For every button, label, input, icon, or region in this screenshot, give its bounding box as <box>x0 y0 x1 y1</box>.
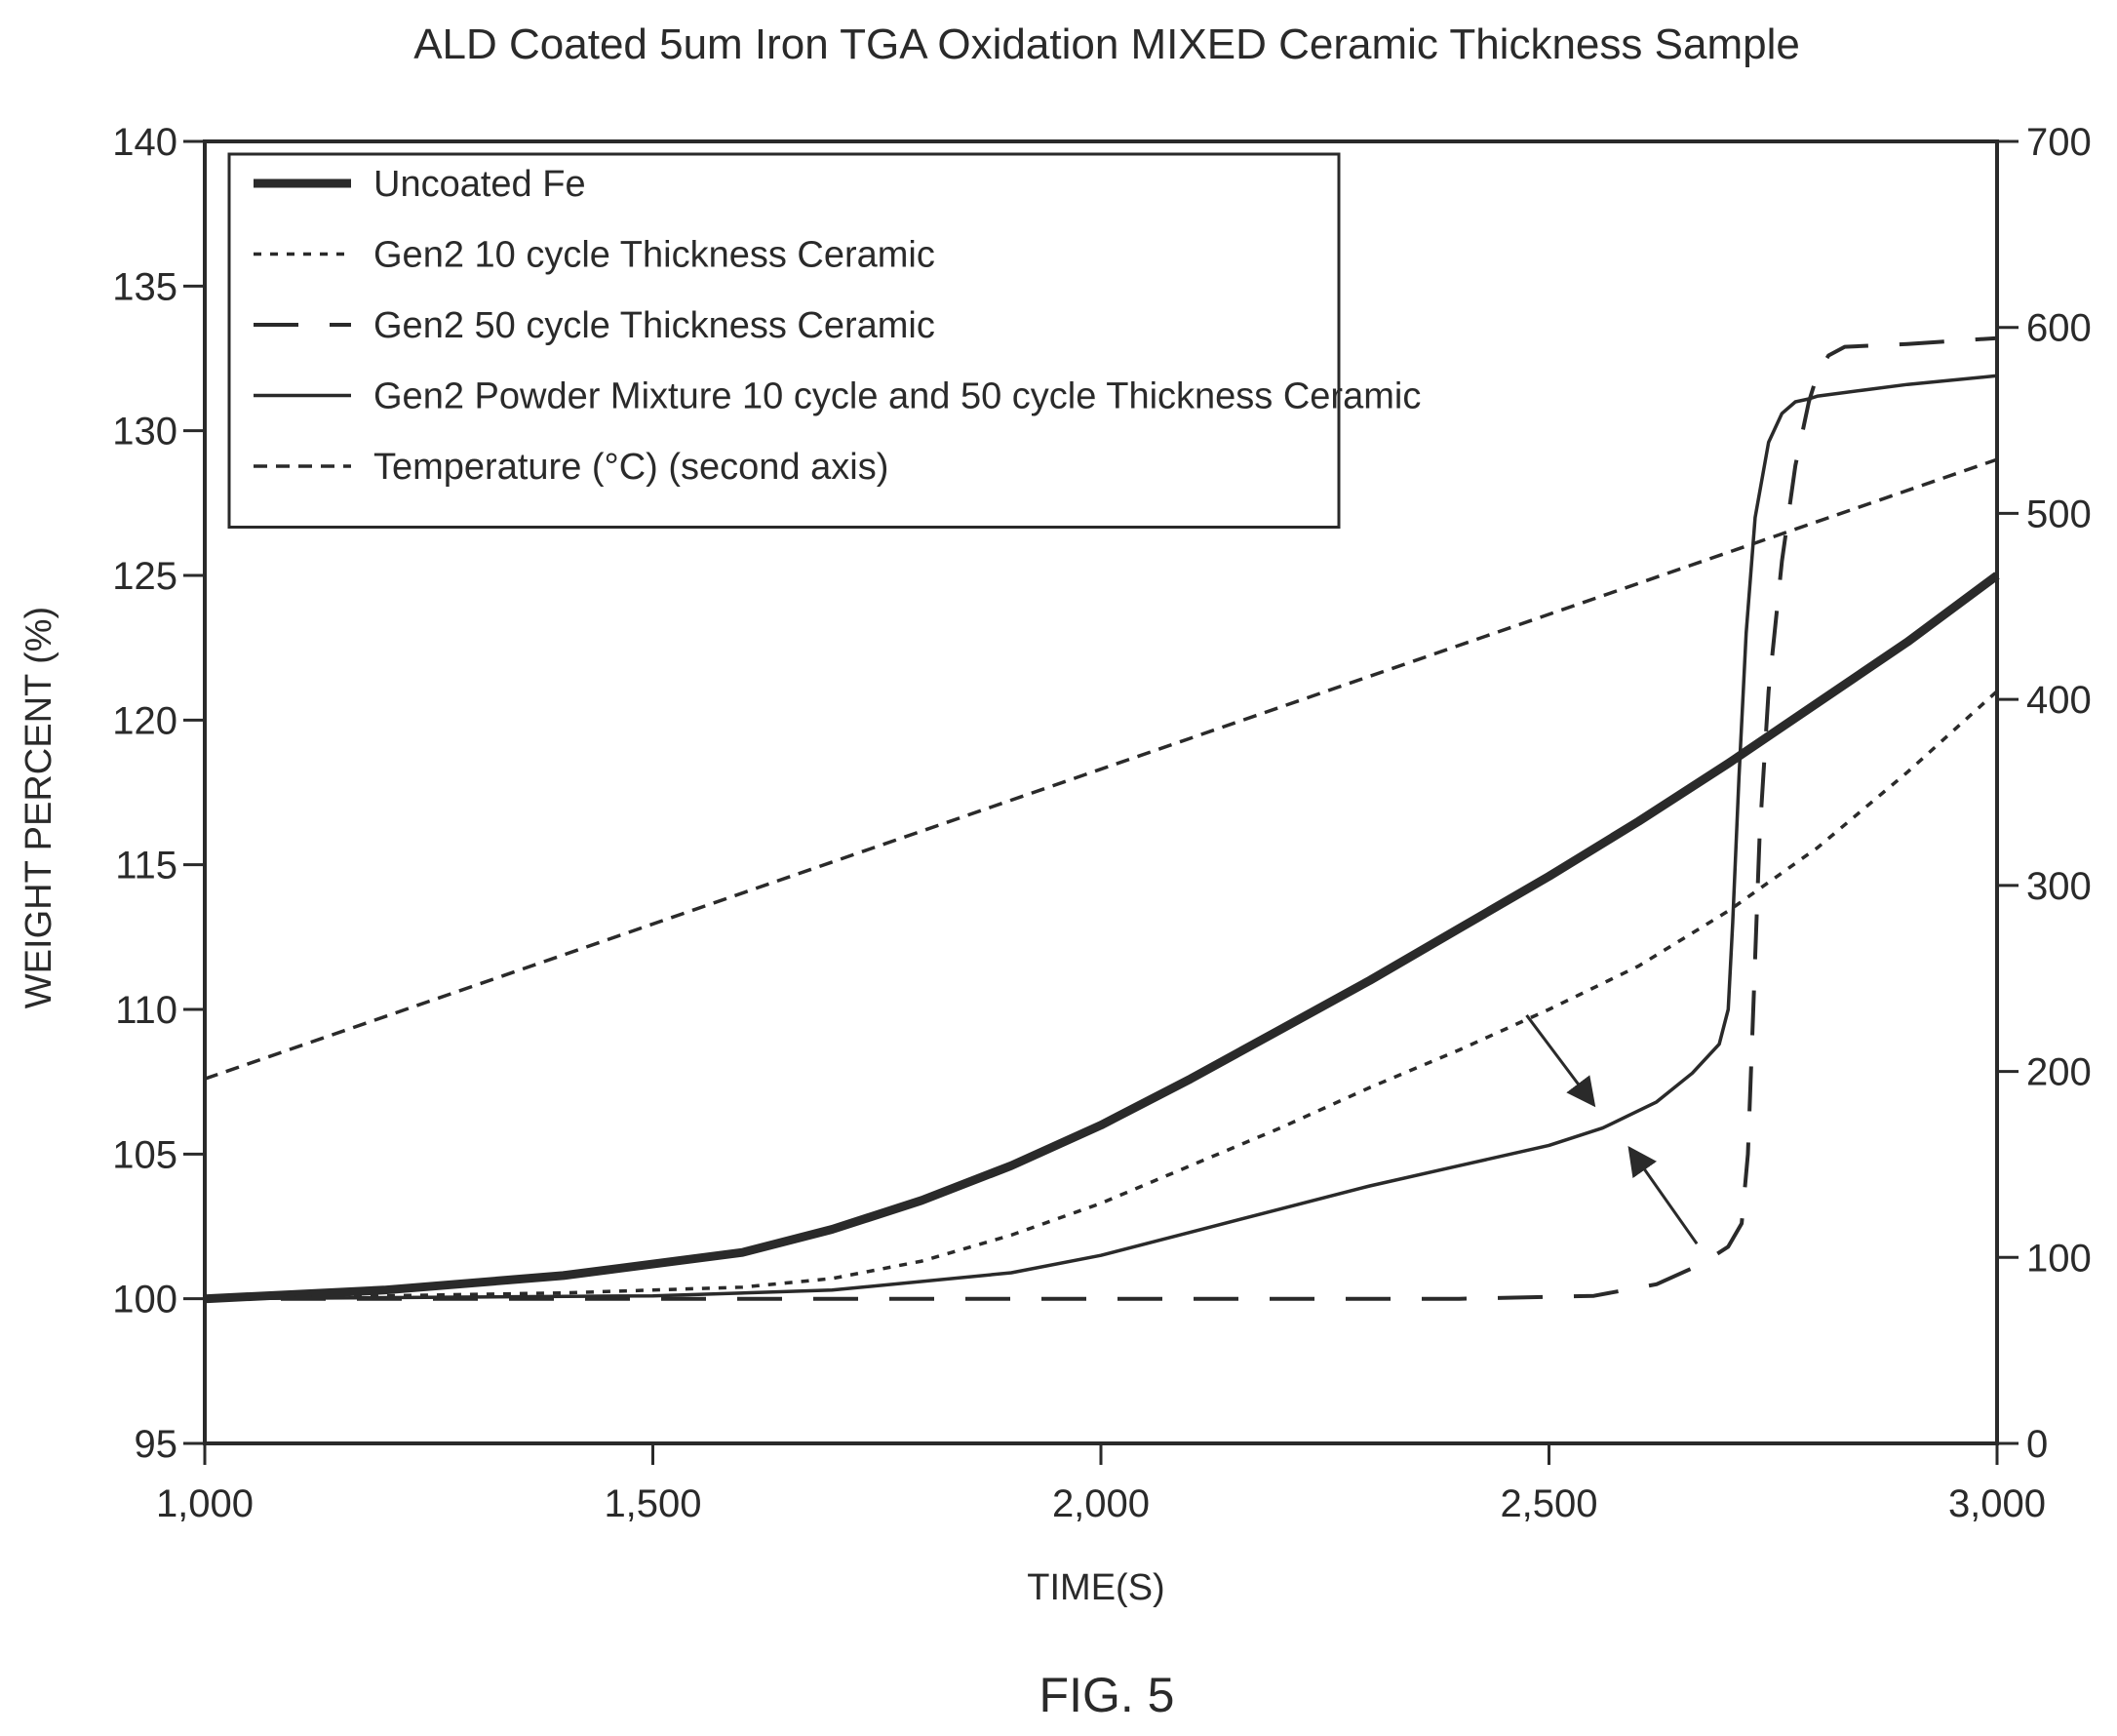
series-line-3 <box>204 374 1998 1301</box>
y-tick-label: 125 <box>112 555 177 598</box>
series-line-0 <box>204 572 2000 1304</box>
legend-entry: Gen2 10 cycle Thickness Ceramic <box>373 235 935 276</box>
y-tick-label: 115 <box>115 845 177 888</box>
series-line-4 <box>204 457 1998 1081</box>
y-axis-label: WEIGHT PERCENT (%) <box>19 607 59 1008</box>
legend-box <box>227 152 1341 529</box>
y2-tick-label: 600 <box>2026 307 2092 350</box>
y-tick-label: 105 <box>112 1133 177 1176</box>
y2-tick-label: 300 <box>2026 865 2092 908</box>
legend-entry: Gen2 50 cycle Thickness Ceramic <box>373 305 935 346</box>
axes: 95 100 105 110 115 120 125 130 135 140 0 100 200 300 4… <box>112 121 2092 1525</box>
y2-tick-label: 500 <box>2026 493 2092 535</box>
x-tick-label: 2,500 <box>1500 1482 1597 1525</box>
x-tick-label: 3,000 <box>1948 1482 2046 1525</box>
y-tick-label: 140 <box>112 121 177 164</box>
legend-entry: Gen2 Powder Mixture 10 cycle and 50 cycl… <box>373 376 1421 417</box>
series-line-2 <box>205 335 1998 1301</box>
y2-tick-label: 100 <box>2026 1237 2092 1280</box>
annotations <box>1525 1014 1699 1245</box>
x-tick-label: 2,000 <box>1052 1482 1150 1525</box>
y2-tick-label: 700 <box>2026 121 2092 164</box>
x-tick-label: 1,000 <box>156 1482 254 1525</box>
y-tick-label: 120 <box>112 699 177 742</box>
y2-tick-label: 0 <box>2026 1423 2048 1466</box>
y-tick-label: 95 <box>135 1423 178 1466</box>
y2-tick-label: 400 <box>2026 679 2092 722</box>
y-tick-label: 130 <box>112 411 177 454</box>
series-line-1 <box>204 690 1999 1301</box>
y-tick-label: 110 <box>115 989 177 1032</box>
x-axis-label: TIME(S) <box>1027 1567 1164 1608</box>
chart-title: ALD Coated 5um Iron TGA Oxidation MIXED … <box>413 20 1800 68</box>
annotation-arrow <box>1627 1145 1699 1245</box>
legend: Uncoated Fe Gen2 10 cycle Thickness Ceram… <box>227 152 1421 529</box>
y2-tick-label: 200 <box>2026 1051 2092 1094</box>
x-tick-label: 1,500 <box>604 1482 701 1525</box>
annotation-arrow <box>1525 1014 1596 1108</box>
y-tick-label: 135 <box>112 265 177 308</box>
legend-entry: Uncoated Fe <box>373 164 586 205</box>
y-tick-label: 100 <box>112 1279 177 1322</box>
series-layer <box>204 335 2000 1304</box>
legend-entry: Temperature (°C) (second axis) <box>373 447 888 488</box>
figure-label: FIG. 5 <box>1039 1668 1175 1722</box>
